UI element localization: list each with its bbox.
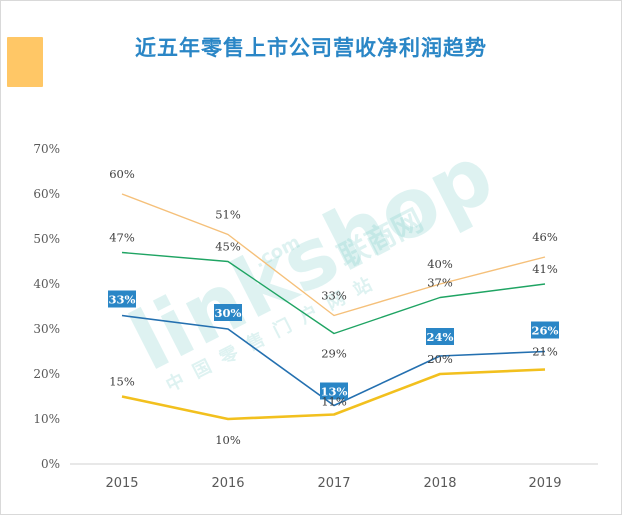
data-label-box (214, 304, 242, 321)
y-tick-label: 10% (33, 412, 60, 426)
chart-title: 近五年零售上市公司营收净利润趋势 (135, 36, 487, 60)
data-label: 60% (109, 167, 135, 181)
data-labels: 60% 51% 33% 40% 46% 47% 45% 29% 37% 41% 33% 30% 13% 2… (108, 167, 559, 447)
y-tick-label: 30% (33, 322, 60, 336)
data-label: 29% (321, 347, 347, 361)
x-tick-label: 2019 (528, 476, 561, 491)
data-label: 10% (215, 433, 241, 447)
x-tick-label: 2015 (105, 476, 138, 491)
accent-block (7, 37, 43, 87)
x-tick-label: 2017 (317, 476, 350, 491)
data-label-box (531, 321, 559, 339)
y-tick-label: 70% (33, 142, 60, 156)
data-label: 30% (215, 306, 242, 320)
data-label: 46% (532, 230, 558, 244)
data-label: 41% (532, 262, 558, 276)
data-label-box (108, 290, 136, 308)
y-tick-label: 60% (33, 187, 60, 201)
data-label: 51% (215, 208, 241, 222)
data-label: 45% (215, 240, 241, 254)
data-label: 47% (109, 231, 135, 245)
data-label: 13% (321, 385, 348, 399)
y-tick-label: 50% (33, 232, 60, 246)
data-label: 26% (532, 324, 559, 338)
data-label: 15% (109, 375, 135, 389)
x-tick-label: 2018 (423, 476, 456, 491)
series-line-orange (121, 193, 546, 317)
series-line-yellow (121, 368, 546, 421)
y-tick-label: 20% (33, 367, 60, 381)
data-label: 33% (109, 293, 136, 307)
axes: 0% 10% 20% 30% 40% 50% 60% 70% 2015 2016 2017 2018 2… (33, 142, 598, 491)
data-label: 40% (427, 257, 453, 271)
y-tick-label: 40% (33, 277, 60, 291)
x-tick-label: 2016 (211, 476, 244, 491)
data-label: 37% (427, 276, 453, 290)
data-label: 20% (427, 352, 453, 366)
series-line-blue (121, 314, 546, 407)
data-label-box (320, 382, 348, 400)
data-label-box (426, 328, 454, 345)
data-label: 24% (427, 330, 454, 344)
data-label: 11% (321, 395, 347, 409)
series-lines (121, 193, 546, 421)
series-line-green (121, 251, 546, 335)
data-label: 21% (532, 345, 558, 359)
data-label: 33% (321, 289, 347, 303)
y-tick-label: 0% (41, 457, 60, 471)
